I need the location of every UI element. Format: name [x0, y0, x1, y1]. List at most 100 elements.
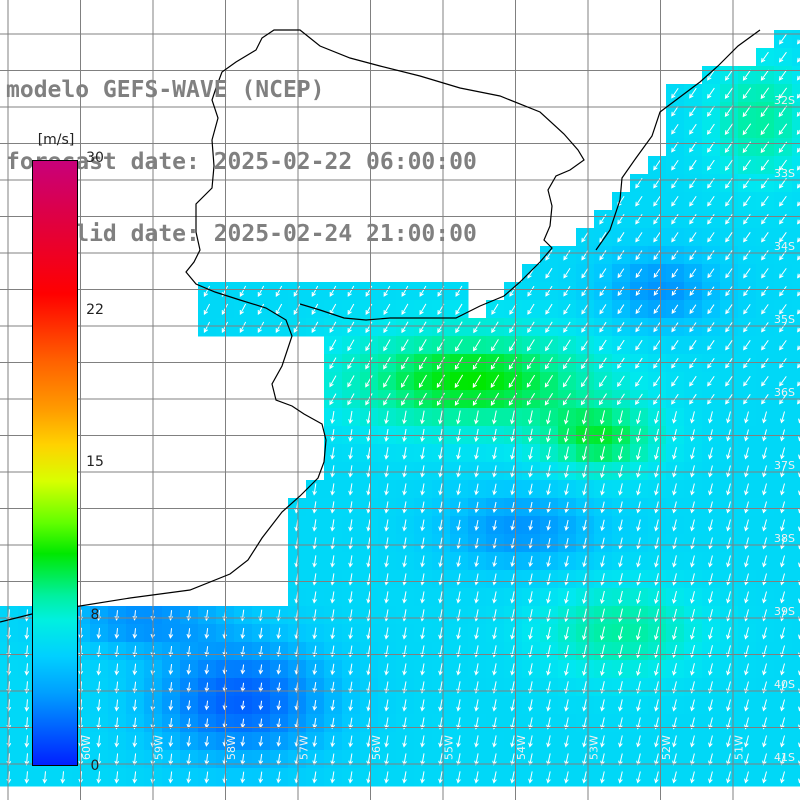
wind-arrow: [689, 87, 697, 99]
wind-arrow: [744, 591, 749, 604]
wind-arrow: [312, 537, 317, 550]
wind-arrow: [456, 555, 461, 568]
wind-arrow: [330, 699, 336, 712]
wind-arrow: [617, 339, 625, 351]
wind-arrow: [744, 771, 749, 784]
wind-arrow: [671, 214, 679, 225]
wind-arrow: [780, 699, 786, 712]
speed-cell: [792, 516, 800, 535]
wind-arrow: [617, 268, 625, 279]
wind-arrow: [168, 700, 174, 711]
wind-arrow: [276, 664, 282, 675]
wind-arrow: [617, 232, 625, 243]
wind-arrow: [366, 663, 371, 676]
wind-arrow: [402, 537, 407, 550]
wind-arrow: [581, 303, 589, 315]
wind-arrow: [366, 555, 371, 568]
wind-arrow: [726, 771, 731, 784]
wind-arrow: [599, 304, 607, 315]
wind-arrow: [582, 735, 587, 748]
wind-arrow: [618, 753, 623, 766]
wind-arrow: [582, 771, 587, 784]
speed-cell: [792, 66, 800, 85]
wind-arrow: [383, 321, 391, 334]
wind-arrow: [419, 321, 427, 334]
wind-arrow: [239, 321, 247, 333]
wind-arrow: [240, 736, 246, 747]
wind-arrow: [690, 537, 695, 550]
wind-arrow: [438, 465, 443, 478]
wind-arrow: [582, 590, 587, 604]
speed-cell: [792, 120, 800, 139]
wind-arrow: [312, 627, 317, 640]
wind-arrow: [689, 195, 697, 207]
wind-arrow: [420, 465, 425, 478]
wind-arrow: [762, 771, 767, 784]
wind-arrow: [474, 627, 479, 640]
wind-arrow: [726, 753, 731, 766]
wind-arrow: [492, 483, 497, 496]
wind-arrow: [690, 771, 695, 784]
wind-arrow: [761, 214, 769, 225]
wind-arrow: [653, 626, 660, 641]
wind-arrow: [654, 465, 659, 478]
wind-arrow: [636, 537, 641, 550]
wind-arrow: [689, 214, 697, 225]
wind-arrow: [780, 735, 786, 748]
wind-arrow: [492, 501, 497, 514]
wind-arrow: [636, 573, 641, 586]
wind-arrow: [455, 303, 463, 315]
wind-arrow: [366, 753, 371, 766]
wind-arrow: [347, 303, 355, 315]
speed-cell: [792, 444, 800, 463]
wind-arrow: [780, 555, 786, 568]
wind-arrow: [582, 608, 587, 623]
speed-cell: [792, 570, 800, 589]
wind-arrow: [258, 664, 264, 675]
wind-arrow: [348, 447, 353, 460]
wind-arrow: [293, 321, 301, 333]
wind-arrow: [366, 465, 371, 478]
wind-arrow: [672, 735, 677, 748]
wind-arrow: [6, 771, 12, 784]
wind-arrow: [617, 626, 623, 641]
speed-cell: [792, 552, 800, 571]
speed-cell: [792, 30, 800, 49]
wind-arrow: [492, 465, 497, 478]
colorbar-tick-30: 30: [86, 150, 104, 166]
colorbar-tick-0: 0: [90, 758, 100, 774]
wind-arrow: [186, 735, 192, 748]
wind-arrow: [600, 717, 605, 730]
wind-arrow: [472, 374, 482, 389]
wind-arrow: [455, 285, 463, 297]
speed-cell: [792, 84, 800, 103]
wind-arrow: [743, 195, 751, 207]
wind-arrow: [797, 273, 800, 279]
wind-arrow: [402, 735, 407, 748]
wind-arrow: [743, 286, 751, 297]
wind-arrow: [654, 483, 659, 496]
wind-arrow: [546, 699, 551, 712]
wind-arrow: [617, 375, 625, 388]
wind-arrow: [492, 627, 497, 640]
wind-arrow: [168, 663, 174, 676]
wind-arrow: [384, 447, 389, 460]
wind-arrow: [618, 662, 623, 676]
wind-arrow: [707, 232, 715, 243]
wind-arrow: [690, 717, 695, 730]
wind-arrow: [724, 123, 733, 136]
wind-arrow: [671, 232, 679, 243]
wind-arrow: [348, 537, 353, 550]
wind-arrow: [743, 304, 751, 315]
wind-arrow: [724, 69, 733, 81]
wind-arrow: [744, 447, 749, 460]
wind-arrow: [672, 465, 677, 478]
wind-arrow: [708, 465, 713, 478]
wind-arrow: [348, 627, 353, 640]
wind-arrow: [618, 735, 623, 748]
wind-arrow: [653, 214, 661, 225]
wind-arrow: [564, 608, 569, 623]
wind-arrow: [348, 483, 353, 496]
wind-arrow: [329, 321, 337, 334]
wind-arrow: [204, 771, 210, 784]
